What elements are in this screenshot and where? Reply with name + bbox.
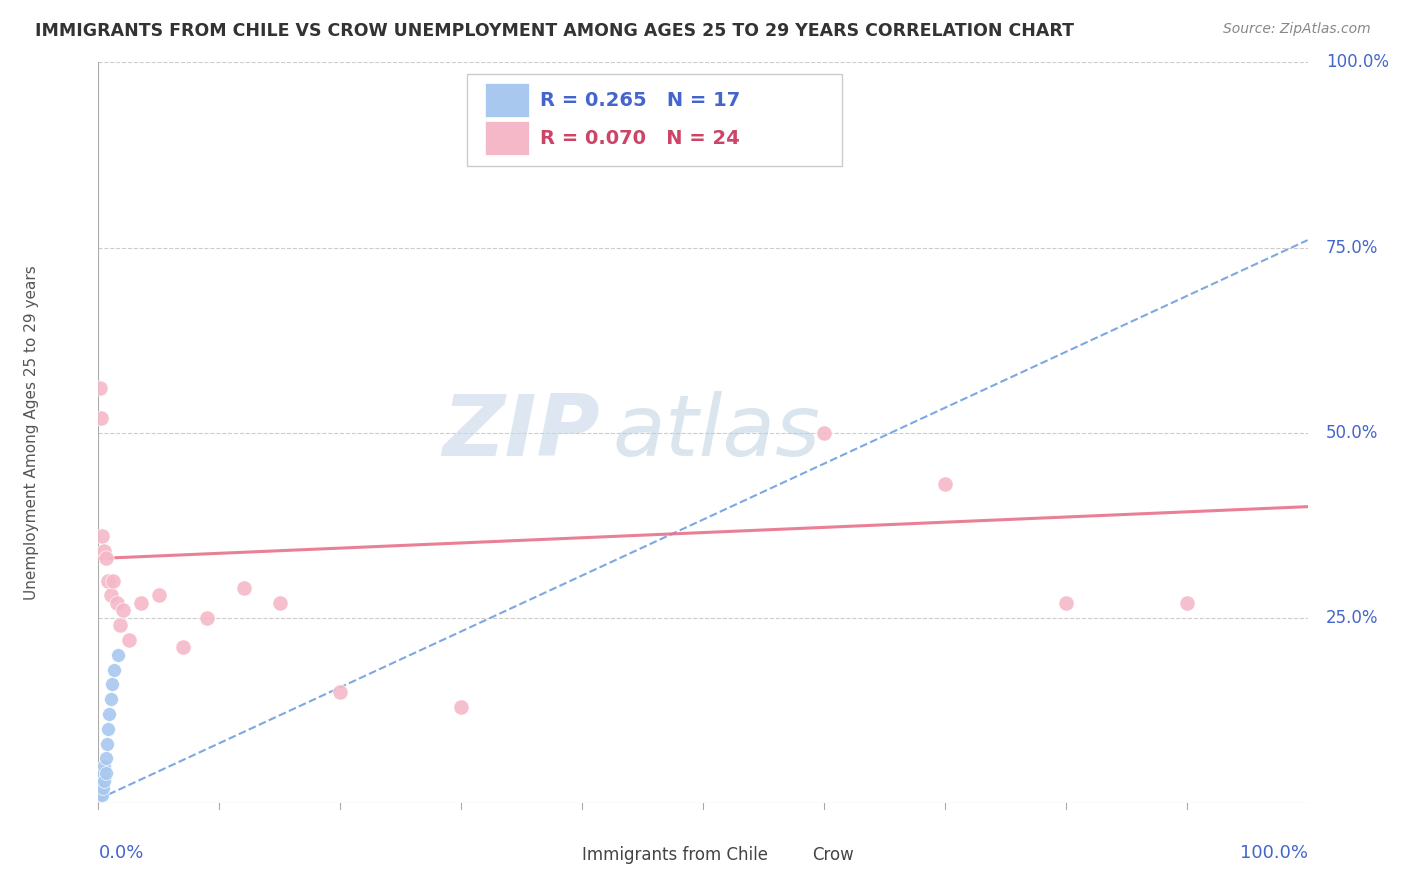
Text: Source: ZipAtlas.com: Source: ZipAtlas.com	[1223, 22, 1371, 37]
Text: 25.0%: 25.0%	[1326, 608, 1378, 627]
Point	[111, 603, 134, 617]
Point	[103, 663, 125, 677]
Point	[101, 574, 124, 588]
Point	[91, 529, 114, 543]
Text: 100.0%: 100.0%	[1240, 844, 1308, 862]
Text: IMMIGRANTS FROM CHILE VS CROW UNEMPLOYMENT AMONG AGES 25 TO 29 YEARS CORRELATION: IMMIGRANTS FROM CHILE VS CROW UNEMPLOYME…	[35, 22, 1074, 40]
Point	[93, 544, 115, 558]
Text: Unemployment Among Ages 25 to 29 years: Unemployment Among Ages 25 to 29 years	[24, 265, 39, 600]
Text: 50.0%: 50.0%	[1326, 424, 1378, 442]
Point	[97, 574, 120, 588]
Point	[129, 596, 152, 610]
Point	[1175, 596, 1198, 610]
Point	[100, 589, 122, 603]
Point	[89, 789, 111, 803]
FancyBboxPatch shape	[467, 73, 842, 166]
Point	[450, 699, 472, 714]
FancyBboxPatch shape	[485, 121, 529, 155]
Point	[91, 766, 114, 780]
Point	[98, 706, 121, 721]
Point	[148, 589, 170, 603]
Text: ZIP: ZIP	[443, 391, 600, 475]
Point	[90, 410, 112, 425]
Point	[232, 581, 254, 595]
Text: R = 0.265   N = 17: R = 0.265 N = 17	[540, 92, 740, 111]
Point	[93, 758, 115, 772]
Point	[100, 677, 122, 691]
Point	[107, 648, 129, 662]
Point	[94, 766, 117, 780]
Text: Crow: Crow	[811, 846, 853, 863]
Point	[89, 381, 111, 395]
Point	[1054, 596, 1077, 610]
Point	[813, 425, 835, 440]
Point	[94, 751, 117, 765]
Point	[96, 737, 118, 751]
FancyBboxPatch shape	[773, 833, 808, 858]
Point	[172, 640, 194, 655]
Text: R = 0.070   N = 24: R = 0.070 N = 24	[540, 129, 740, 148]
Text: atlas: atlas	[613, 391, 820, 475]
Point	[94, 551, 117, 566]
FancyBboxPatch shape	[485, 83, 529, 117]
Text: 75.0%: 75.0%	[1326, 238, 1378, 257]
Point	[91, 773, 114, 788]
Point	[97, 722, 120, 736]
Point	[195, 610, 218, 624]
Point	[100, 692, 122, 706]
Point	[934, 477, 956, 491]
Point	[91, 780, 114, 795]
Text: 100.0%: 100.0%	[1326, 54, 1389, 71]
FancyBboxPatch shape	[543, 833, 578, 858]
Point	[93, 773, 115, 788]
Text: Immigrants from Chile: Immigrants from Chile	[582, 846, 768, 863]
Point	[118, 632, 141, 647]
Point	[90, 780, 112, 795]
Point	[108, 618, 131, 632]
Point	[269, 596, 291, 610]
Text: 0.0%: 0.0%	[98, 844, 143, 862]
Point	[105, 596, 128, 610]
Point	[91, 789, 114, 803]
Point	[329, 685, 352, 699]
